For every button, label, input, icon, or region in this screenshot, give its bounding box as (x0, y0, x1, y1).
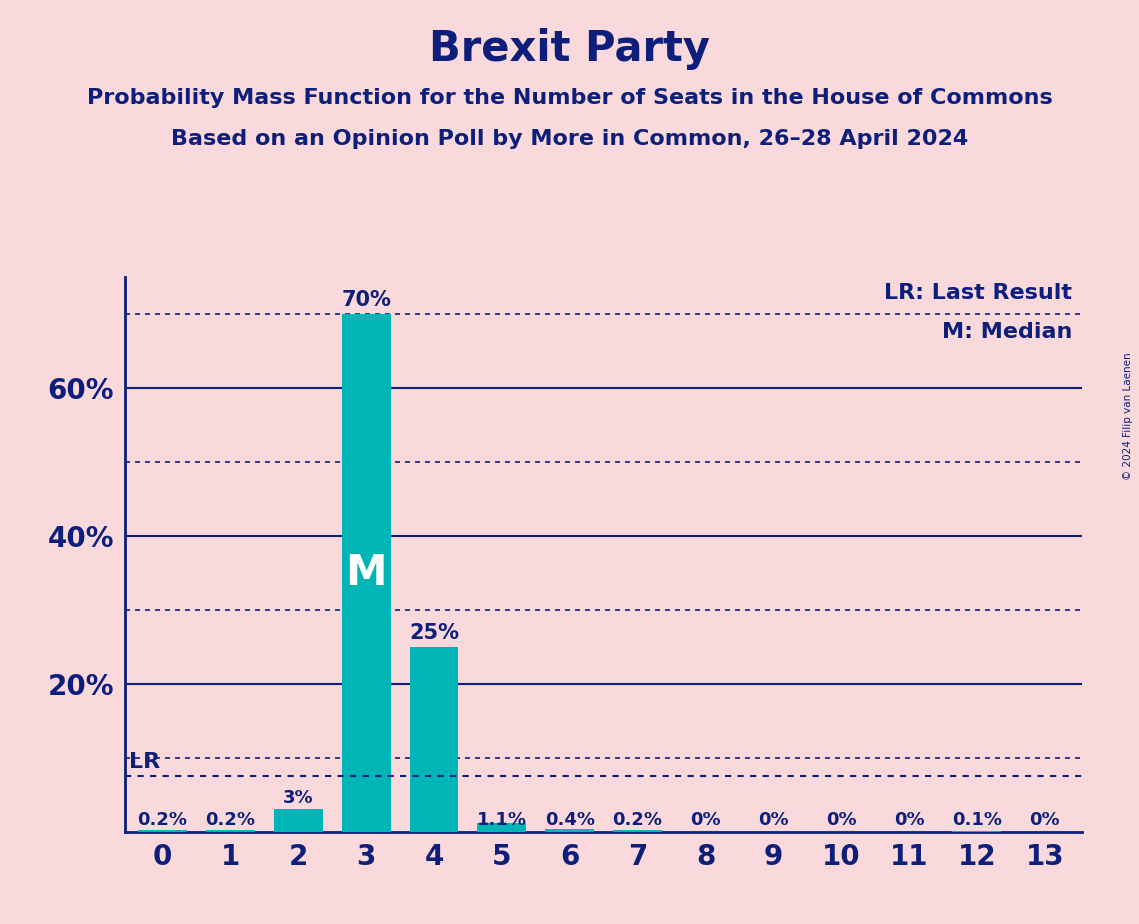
Text: 0%: 0% (826, 810, 857, 829)
Text: 0.2%: 0.2% (138, 810, 188, 829)
Bar (138, 830, 187, 832)
Text: 0.1%: 0.1% (952, 810, 1002, 829)
Text: 0%: 0% (1030, 810, 1060, 829)
Bar (273, 809, 322, 832)
Text: 0.4%: 0.4% (544, 810, 595, 829)
Text: LR: Last Result: LR: Last Result (885, 283, 1073, 303)
Text: 0%: 0% (757, 810, 788, 829)
Text: © 2024 Filip van Laenen: © 2024 Filip van Laenen (1123, 352, 1133, 480)
Text: LR: LR (129, 752, 159, 772)
Text: Brexit Party: Brexit Party (429, 28, 710, 69)
Text: 3%: 3% (282, 789, 313, 808)
Text: 0%: 0% (894, 810, 925, 829)
Text: Probability Mass Function for the Number of Seats in the House of Commons: Probability Mass Function for the Number… (87, 88, 1052, 108)
Bar (477, 823, 526, 832)
Bar (410, 647, 459, 832)
Text: 25%: 25% (409, 623, 459, 643)
Text: 0.2%: 0.2% (613, 810, 663, 829)
Text: 1.1%: 1.1% (477, 810, 527, 829)
Bar (206, 830, 255, 832)
Text: 0.2%: 0.2% (205, 810, 255, 829)
Bar (342, 314, 391, 832)
Bar (613, 830, 662, 832)
Bar (546, 829, 595, 832)
Text: 0%: 0% (690, 810, 721, 829)
Text: M: M (345, 552, 387, 594)
Text: M: Median: M: Median (942, 322, 1073, 342)
Text: Based on an Opinion Poll by More in Common, 26–28 April 2024: Based on an Opinion Poll by More in Comm… (171, 129, 968, 150)
Text: 70%: 70% (342, 290, 391, 310)
